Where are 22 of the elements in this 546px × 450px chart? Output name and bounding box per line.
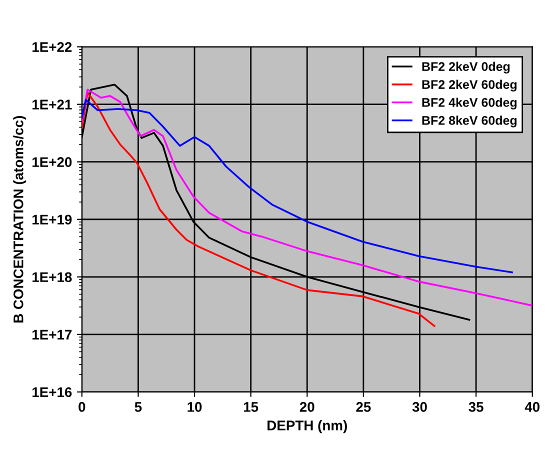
x-axis-title: DEPTH (nm) [268,420,347,434]
y-tick-label: 1E+19 [32,214,72,225]
y-tick-label: 1E+20 [32,157,72,168]
y-tick-label: 1E+22 [32,42,72,52]
x-tick-label: 25 [356,402,371,412]
x-tick-label: 35 [468,402,484,412]
y-tick-label: 1E+17 [32,330,72,340]
legend-label: BF2 2keV 0deg [422,62,510,74]
x-tick-label: 15 [244,402,258,412]
x-tick-label: 40 [524,402,540,412]
y-axis-title: B CONCENTRATION (atoms/cc) [13,116,26,322]
legend-label: BF2 8keV 60deg [422,116,517,128]
x-tick-label: 0 [78,402,86,412]
x-tick-label: 20 [300,402,314,412]
y-tick-label: 1E+21 [32,100,72,110]
x-tick-label: 5 [134,402,142,412]
x-tick-label: 30 [412,402,427,412]
legend-label: BF2 2keV 60deg [422,80,517,92]
y-tick-label: 1E+16 [32,387,72,398]
x-tick-label: 10 [188,402,202,412]
y-tick-label: 1E+18 [32,272,72,282]
legend-label: BF2 4keV 60deg [422,98,517,110]
